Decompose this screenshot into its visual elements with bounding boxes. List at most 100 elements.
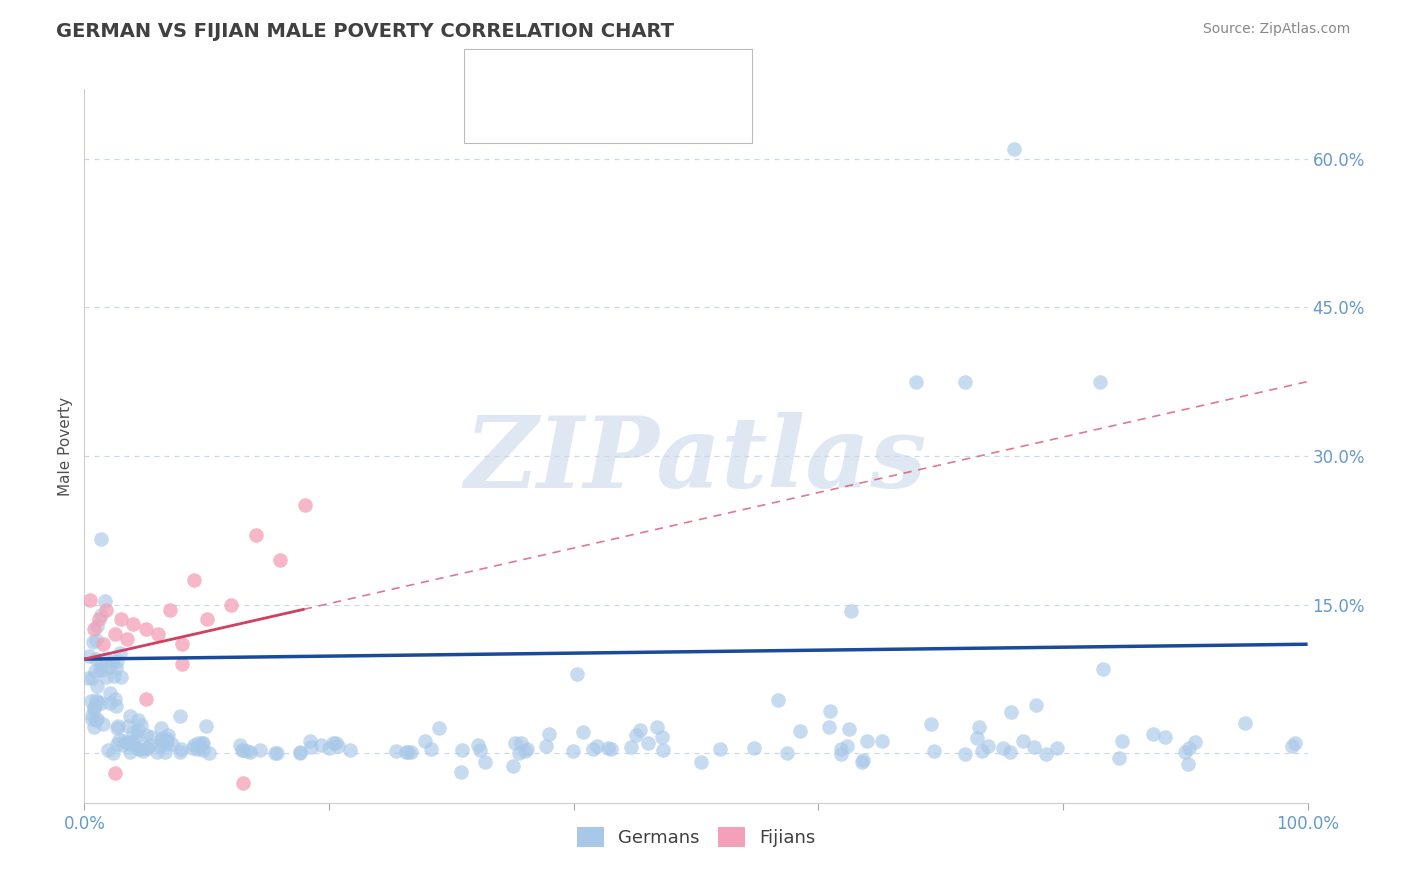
- Point: [294, 499, 316, 513]
- Point: [97, 660, 120, 674]
- Point: [1142, 727, 1164, 741]
- Point: [1024, 740, 1046, 755]
- Point: [328, 739, 350, 754]
- Text: N =  23: N = 23: [633, 104, 696, 122]
- Point: [169, 745, 191, 759]
- Point: [122, 739, 145, 754]
- Point: [856, 734, 879, 748]
- Point: [117, 719, 139, 733]
- Point: [159, 602, 181, 616]
- Point: [231, 742, 253, 756]
- Point: [637, 736, 659, 750]
- Point: [325, 736, 347, 750]
- Point: [141, 730, 163, 744]
- Point: [82, 708, 104, 723]
- Point: [1000, 705, 1022, 719]
- Point: [120, 709, 142, 723]
- Point: [585, 739, 607, 753]
- Point: [419, 742, 441, 756]
- Point: [127, 723, 149, 737]
- Point: [1092, 661, 1115, 675]
- Point: [191, 743, 214, 757]
- Point: [101, 655, 124, 669]
- Text: R = 0.029: R = 0.029: [517, 68, 600, 86]
- Point: [651, 743, 673, 757]
- Point: [122, 725, 145, 739]
- Point: [508, 746, 530, 760]
- Point: [596, 741, 619, 756]
- Point: [104, 698, 127, 713]
- Point: [146, 627, 169, 641]
- Point: [104, 766, 127, 780]
- Point: [651, 731, 673, 745]
- Point: [91, 716, 114, 731]
- Point: [186, 741, 208, 756]
- Point: [922, 744, 945, 758]
- Point: [1281, 739, 1303, 753]
- Point: [920, 716, 942, 731]
- Point: [620, 740, 643, 755]
- Point: [128, 742, 150, 756]
- Point: [384, 744, 406, 758]
- Point: [115, 632, 138, 647]
- Point: [155, 745, 177, 759]
- Point: [839, 604, 862, 618]
- Point: [84, 651, 107, 665]
- Text: Source: ZipAtlas.com: Source: ZipAtlas.com: [1202, 22, 1350, 37]
- Point: [830, 742, 852, 756]
- Point: [127, 729, 149, 743]
- Point: [93, 594, 115, 608]
- Point: [86, 619, 108, 633]
- Point: [156, 731, 179, 746]
- Point: [96, 651, 118, 665]
- Point: [322, 736, 344, 750]
- Point: [966, 731, 988, 745]
- Point: [561, 744, 583, 758]
- Point: [84, 693, 107, 707]
- Point: [155, 733, 177, 747]
- Point: [820, 704, 842, 718]
- Point: [187, 736, 209, 750]
- Point: [84, 714, 107, 728]
- Point: [105, 661, 128, 675]
- Point: [118, 737, 141, 751]
- Point: [101, 746, 124, 760]
- Point: [90, 607, 112, 622]
- Point: [1108, 750, 1130, 764]
- Point: [339, 743, 361, 757]
- Point: [108, 733, 131, 747]
- Point: [572, 725, 595, 739]
- Point: [98, 686, 121, 700]
- Point: [776, 747, 799, 761]
- Point: [451, 743, 474, 757]
- Point: [232, 743, 254, 757]
- Point: [318, 741, 340, 756]
- Point: [97, 743, 120, 757]
- Point: [413, 734, 436, 748]
- Point: [86, 680, 108, 694]
- Point: [129, 742, 152, 756]
- Point: [1153, 730, 1175, 744]
- Point: [1002, 142, 1025, 156]
- Point: [112, 734, 135, 748]
- Point: [160, 737, 183, 751]
- Point: [1284, 736, 1306, 750]
- Point: [1177, 757, 1199, 772]
- Point: [838, 722, 860, 736]
- Point: [83, 720, 105, 734]
- Point: [91, 663, 114, 677]
- Point: [567, 667, 589, 681]
- Point: [474, 755, 496, 769]
- Point: [510, 736, 533, 750]
- Point: [830, 747, 852, 762]
- Point: [96, 602, 118, 616]
- Point: [183, 739, 205, 753]
- Point: [851, 755, 873, 769]
- Point: [264, 746, 287, 760]
- Point: [103, 669, 125, 683]
- Point: [183, 573, 205, 587]
- Point: [146, 745, 169, 759]
- Point: [1184, 734, 1206, 748]
- Text: ZIPatlas: ZIPatlas: [465, 412, 927, 508]
- Point: [110, 670, 132, 684]
